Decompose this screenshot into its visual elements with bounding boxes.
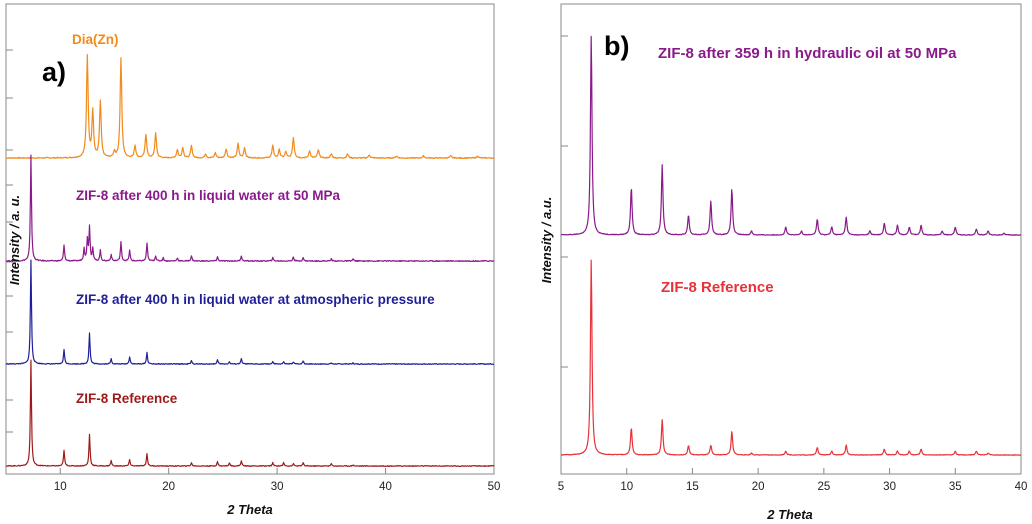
panel-a-y-axis-title: Intensity / a. u.	[7, 195, 22, 285]
x-tick-label: 30	[883, 481, 896, 493]
panel-a: 10 20 30 40 50 a) Dia(Zn) ZIF-8 after 400 h …	[5, 3, 501, 517]
series-label-water-50mpa: ZIF-8 after 400 h in liquid water at 50 …	[76, 188, 341, 203]
panel-a-x-axis-title: 2 Theta	[226, 502, 273, 517]
series-label-hydraulic-oil: ZIF-8 after 359 h in hydraulic oil at 50…	[658, 45, 957, 62]
series-trace-b-0	[560, 35, 1022, 236]
panel-b-frame	[560, 3, 1022, 475]
panel-b-x-axis-title: 2 Theta	[766, 507, 813, 522]
series-label-dia-zn: Dia(Zn)	[72, 32, 119, 47]
series-label-water-atm: ZIF-8 after 400 h in liquid water at atm…	[76, 292, 435, 307]
panel-b-y-axis-title: Intensity / a.u.	[539, 197, 554, 284]
series-trace-a-0	[5, 53, 495, 160]
panel-a-x-axis: 10 20 30 40 50	[54, 468, 501, 493]
series-trace-a-1	[5, 154, 495, 263]
panel-b-letter: b)	[604, 31, 629, 61]
panel-b-traces	[560, 35, 1022, 456]
x-tick-label: 30	[271, 481, 284, 493]
x-tick-label: 40	[1015, 481, 1028, 493]
x-tick-label: 35	[949, 481, 962, 493]
series-trace-b-1	[560, 259, 1022, 456]
x-tick-label: 40	[379, 481, 392, 493]
panel-b-x-axis: 5 10 15 20 25 30 35 40	[558, 468, 1028, 493]
x-tick-label: 50	[488, 481, 501, 493]
x-tick-label: 5	[558, 481, 564, 493]
panel-a-letter: a)	[42, 57, 66, 87]
x-tick-label: 25	[817, 481, 830, 493]
series-trace-a-2	[5, 259, 495, 365]
panel-a-traces	[5, 53, 495, 467]
x-tick-label: 15	[686, 481, 699, 493]
panel-b: 5 10 15 20 25 30 35 40 b) ZIF-8 after 359 h in …	[539, 3, 1028, 522]
panel-a-frame	[5, 3, 495, 475]
series-label-zif8-ref-a: ZIF-8 Reference	[76, 391, 178, 406]
x-tick-label: 20	[752, 481, 765, 493]
series-label-zif8-ref-b: ZIF-8 Reference	[661, 279, 774, 296]
series-trace-a-3	[5, 359, 495, 467]
x-tick-label: 10	[54, 481, 67, 493]
panel-b-y-gridlines	[561, 35, 568, 475]
x-tick-label: 10	[620, 481, 633, 493]
x-tick-label: 20	[162, 481, 175, 493]
